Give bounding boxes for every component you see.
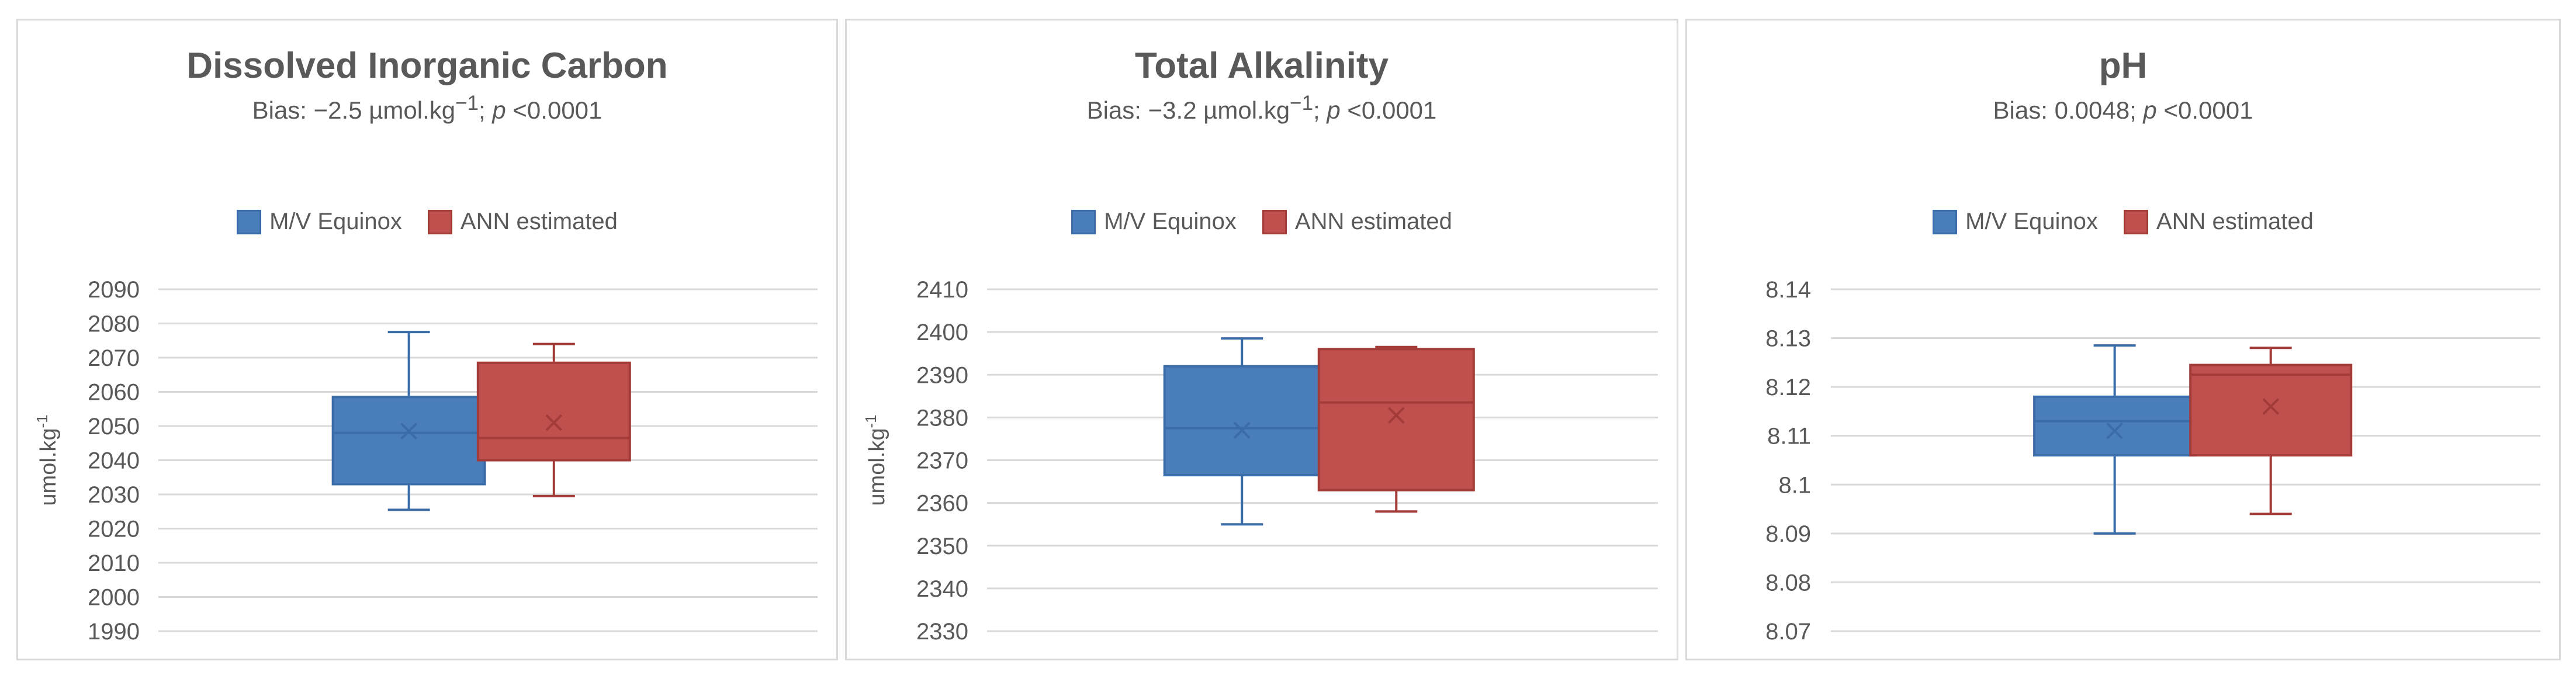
y-tick-label: 2040	[88, 448, 140, 474]
y-tick-label: 8.08	[1765, 570, 1811, 596]
mean-marker-ann	[2262, 398, 2280, 415]
chart-legend: M/V Equinox ANN estimated	[847, 209, 1677, 235]
legend-label-equinox: M/V Equinox	[269, 209, 402, 234]
plot-area: 1990 2000 2010 2020 2030 2040 2050 2060 2070 2080…	[33, 277, 818, 645]
y-tick-label: 2330	[916, 619, 968, 645]
legend-label-equinox: M/V Equinox	[1104, 209, 1237, 234]
y-tick-label: 2010	[88, 551, 140, 576]
subtitle-p-value: <0.0001	[505, 96, 603, 124]
y-tick-label: 2380	[916, 405, 968, 431]
subtitle-bias: Bias: −3.2 µmol.kg	[1086, 96, 1290, 124]
y-tick-label: 8.14	[1765, 277, 1811, 303]
legend-swatch-ann	[427, 209, 452, 234]
subtitle-p-symbol: p	[2143, 96, 2157, 124]
legend-swatch-equinox	[237, 209, 262, 234]
box-ann	[1317, 348, 1475, 491]
subtitle-separator: ;	[2130, 96, 2144, 124]
y-tick-label: 8.07	[1765, 619, 1811, 645]
box-equinox	[2033, 395, 2197, 457]
subtitle-p-value: <0.0001	[2156, 96, 2253, 124]
y-tick-label: 8.12	[1765, 375, 1811, 400]
y-tick-label: 2400	[916, 320, 968, 345]
y-tick-label: 8.13	[1765, 326, 1811, 352]
legend-label-ann: ANN estimated	[460, 209, 618, 234]
y-tick-label: 2060	[88, 380, 140, 406]
y-tick-label: 2370	[916, 448, 968, 474]
y-axis-label: umol.kg-1	[33, 414, 61, 506]
y-tick-label: 2000	[88, 585, 140, 611]
chart-title: pH	[2099, 46, 2148, 86]
y-tick-label: 2390	[916, 362, 968, 388]
y-tick-label: 2360	[916, 491, 968, 517]
chart-subtitle: Bias: −3.2 µmol.kg−1; p <0.0001	[847, 92, 1677, 124]
chart-panel-ta: Total Alkalinity Bias: −3.2 µmol.kg−1; p…	[845, 19, 1678, 660]
subtitle-unit-exponent: −1	[1290, 92, 1314, 115]
y-tick-label: 8.1	[1778, 472, 1811, 498]
y-tick-label: 2030	[88, 482, 140, 508]
subtitle-p-symbol: p	[1327, 96, 1341, 124]
legend-swatch-ann	[1262, 209, 1287, 234]
y-tick-label: 2410	[916, 277, 968, 303]
mean-marker-equinox	[1233, 421, 1251, 439]
mean-marker-equinox	[2106, 422, 2124, 439]
y-tick-label: 2090	[88, 277, 140, 303]
y-tick-label: 2340	[916, 576, 968, 602]
box-equinox	[331, 396, 486, 486]
chart-title: Dissolved Inorganic Carbon	[186, 46, 668, 86]
y-tick-label: 2020	[88, 517, 140, 542]
legend-item-equinox: M/V Equinox	[237, 209, 402, 235]
mean-marker-equinox	[400, 423, 418, 440]
box-ann	[476, 361, 631, 462]
y-tick-label: 2350	[916, 534, 968, 559]
subtitle-unit-exponent: −1	[455, 92, 479, 115]
chart-legend: M/V Equinox ANN estimated	[1687, 209, 2559, 235]
legend-item-ann: ANN estimated	[427, 209, 618, 235]
plot-area: 2330 2340 2350 2360 2370 2380 2390 2400 2410 umol…	[862, 277, 1658, 645]
y-tick-label: 8.11	[1767, 424, 1811, 449]
legend-item-ann: ANN estimated	[2123, 209, 2314, 235]
legend-swatch-equinox	[1071, 209, 1096, 234]
legend-label-equinox: M/V Equinox	[1965, 209, 2098, 234]
legend-swatch-ann	[2123, 209, 2148, 234]
chart-panel-dic: Dissolved Inorganic Carbon Bias: −2.5 µm…	[16, 19, 838, 660]
chart-subtitle: Bias: 0.0048; p <0.0001	[1687, 92, 2559, 124]
subtitle-bias: Bias: 0.0048	[1993, 96, 2130, 124]
chart-subtitle: Bias: −2.5 µmol.kg−1; p <0.0001	[18, 92, 836, 124]
subtitle-separator: ;	[1313, 96, 1327, 124]
subtitle-bias: Bias: −2.5 µmol.kg	[252, 96, 456, 124]
legend-item-equinox: M/V Equinox	[1071, 209, 1237, 235]
chart-panel-ph: pH Bias: 0.0048; p <0.0001 M/V Equinox A…	[1685, 19, 2561, 660]
box-equinox	[1163, 365, 1321, 477]
box-ann	[2189, 363, 2353, 457]
legend-label-ann: ANN estimated	[1294, 209, 1452, 234]
y-tick-label: 1990	[88, 619, 140, 645]
subtitle-p-symbol: p	[492, 96, 506, 124]
y-tick-label: 8.09	[1765, 521, 1811, 547]
legend-swatch-equinox	[1933, 209, 1958, 234]
chart-title: Total Alkalinity	[1134, 46, 1389, 86]
chart-legend: M/V Equinox ANN estimated	[18, 209, 836, 235]
y-axis-label: umol.kg-1	[862, 414, 889, 506]
legend-item-ann: ANN estimated	[1262, 209, 1452, 235]
y-tick-label: 2050	[88, 414, 140, 439]
legend-item-equinox: M/V Equinox	[1933, 209, 2098, 235]
y-tick-label: 2080	[88, 311, 140, 337]
subtitle-separator: ;	[479, 96, 493, 124]
subtitle-p-value: <0.0001	[1340, 96, 1437, 124]
mean-marker-ann	[545, 414, 563, 431]
plot-area: 8.07 8.08 8.09 8.1 8.11 8.12 8.13 8.14	[1765, 277, 2540, 645]
mean-marker-ann	[1387, 407, 1405, 424]
legend-label-ann: ANN estimated	[2156, 209, 2314, 234]
y-tick-label: 2070	[88, 345, 140, 371]
